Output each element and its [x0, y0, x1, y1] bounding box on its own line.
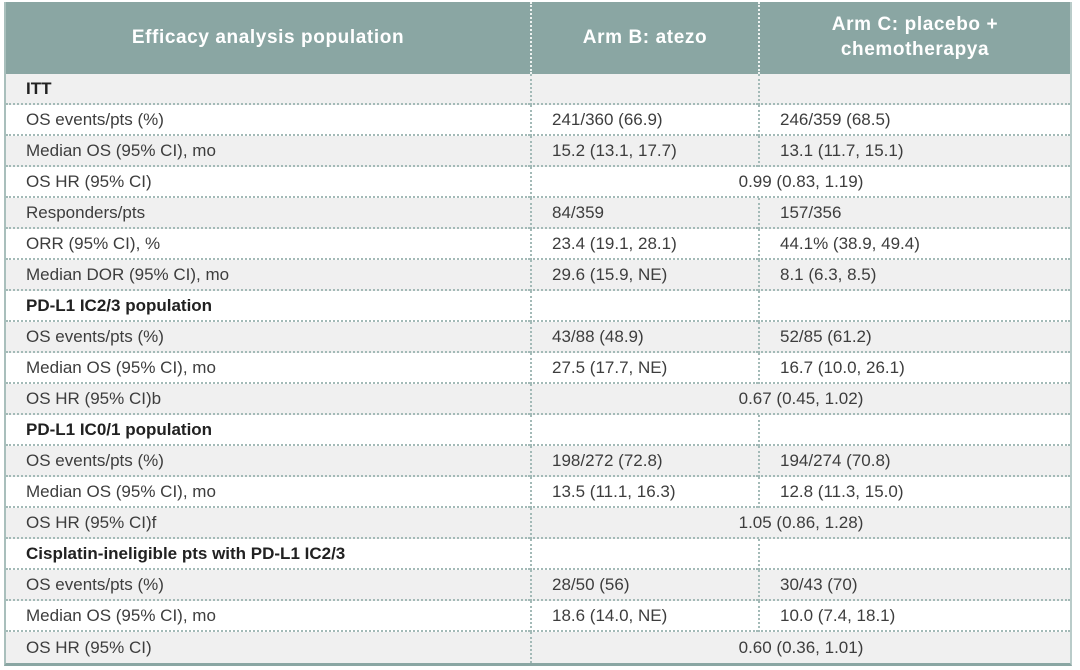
table-row: OS events/pts (%) 43/88 (48.9) 52/85 (61… [6, 322, 1070, 353]
section-empty-cell-arm-c [758, 539, 1070, 570]
row-label: OS events/pts (%) [6, 446, 530, 477]
row-label: OS HR (95% CI)b [6, 384, 530, 415]
row-label: Median OS (95% CI), mo [6, 353, 530, 384]
table-header: Efficacy analysis population Arm B: atez… [6, 2, 1070, 74]
section-empty-cell-arm-b [530, 291, 758, 322]
efficacy-table: Efficacy analysis population Arm B: atez… [6, 2, 1070, 663]
arm-c-value: 10.0 (7.4, 18.1) [758, 601, 1070, 632]
header-cell-population: Efficacy analysis population [6, 2, 530, 74]
section-label: Cisplatin-ineligible pts with PD-L1 IC2/… [6, 539, 530, 570]
header-cell-arm-b: Arm B: atezo [530, 2, 758, 74]
arm-c-value: 8.1 (6.3, 8.5) [758, 260, 1070, 291]
arm-b-value: 23.4 (19.1, 28.1) [530, 229, 758, 260]
merged-row: OS HR (95% CI) 0.60 (0.36, 1.01) [6, 632, 1070, 663]
row-label: Responders/pts [6, 198, 530, 229]
table-row: Responders/pts 84/359 157/356 [6, 198, 1070, 229]
header-row: Efficacy analysis population Arm B: atez… [6, 2, 1070, 74]
arm-c-value: 194/274 (70.8) [758, 446, 1070, 477]
table-row: Median DOR (95% CI), mo 29.6 (15.9, NE) … [6, 260, 1070, 291]
arm-b-value: 198/272 (72.8) [530, 446, 758, 477]
merged-hr-value: 0.60 (0.36, 1.01) [530, 632, 1070, 663]
arm-b-value: 28/50 (56) [530, 570, 758, 601]
section-empty-cell-arm-c [758, 415, 1070, 446]
header-cell-arm-c: Arm C: placebo + chemotherapya [758, 2, 1070, 74]
arm-b-value: 241/360 (66.9) [530, 105, 758, 136]
merged-row: OS HR (95% CI) 0.99 (0.83, 1.19) [6, 167, 1070, 198]
merged-row: OS HR (95% CI)b 0.67 (0.45, 1.02) [6, 384, 1070, 415]
merged-hr-value: 1.05 (0.86, 1.28) [530, 508, 1070, 539]
table-row: Median OS (95% CI), mo 18.6 (14.0, NE) 1… [6, 601, 1070, 632]
row-label: OS HR (95% CI)f [6, 508, 530, 539]
table-row: Median OS (95% CI), mo 13.5 (11.1, 16.3)… [6, 477, 1070, 508]
section-label: PD-L1 IC2/3 population [6, 291, 530, 322]
table-row: ORR (95% CI), % 23.4 (19.1, 28.1) 44.1% … [6, 229, 1070, 260]
arm-b-value: 84/359 [530, 198, 758, 229]
row-label: Median OS (95% CI), mo [6, 136, 530, 167]
section-row: Cisplatin-ineligible pts with PD-L1 IC2/… [6, 539, 1070, 570]
merged-row: OS HR (95% CI)f 1.05 (0.86, 1.28) [6, 508, 1070, 539]
section-empty-cell-arm-b [530, 415, 758, 446]
row-label: OS events/pts (%) [6, 570, 530, 601]
row-label: ORR (95% CI), % [6, 229, 530, 260]
arm-c-value: 52/85 (61.2) [758, 322, 1070, 353]
table-body: ITT OS events/pts (%) 241/360 (66.9) 246… [6, 74, 1070, 663]
table-row: Median OS (95% CI), mo 27.5 (17.7, NE) 1… [6, 353, 1070, 384]
section-row: ITT [6, 74, 1070, 105]
row-label: Median DOR (95% CI), mo [6, 260, 530, 291]
arm-c-value: 44.1% (38.9, 49.4) [758, 229, 1070, 260]
row-label: OS events/pts (%) [6, 322, 530, 353]
arm-b-value: 43/88 (48.9) [530, 322, 758, 353]
merged-hr-value: 0.67 (0.45, 1.02) [530, 384, 1070, 415]
section-empty-cell-arm-c [758, 74, 1070, 105]
arm-c-value: 16.7 (10.0, 26.1) [758, 353, 1070, 384]
merged-hr-value: 0.99 (0.83, 1.19) [530, 167, 1070, 198]
arm-c-value: 157/356 [758, 198, 1070, 229]
row-label: Median OS (95% CI), mo [6, 477, 530, 508]
row-label: Median OS (95% CI), mo [6, 601, 530, 632]
section-label: ITT [6, 74, 530, 105]
arm-c-value: 30/43 (70) [758, 570, 1070, 601]
section-label: PD-L1 IC0/1 population [6, 415, 530, 446]
section-row: PD-L1 IC0/1 population [6, 415, 1070, 446]
arm-b-value: 27.5 (17.7, NE) [530, 353, 758, 384]
arm-c-value: 13.1 (11.7, 15.1) [758, 136, 1070, 167]
arm-c-value: 12.8 (11.3, 15.0) [758, 477, 1070, 508]
table-row: OS events/pts (%) 28/50 (56) 30/43 (70) [6, 570, 1070, 601]
section-empty-cell-arm-b [530, 539, 758, 570]
arm-b-value: 18.6 (14.0, NE) [530, 601, 758, 632]
arm-c-value: 246/359 (68.5) [758, 105, 1070, 136]
row-label: OS events/pts (%) [6, 105, 530, 136]
table-row: OS events/pts (%) 241/360 (66.9) 246/359… [6, 105, 1070, 136]
arm-b-value: 15.2 (13.1, 17.7) [530, 136, 758, 167]
section-empty-cell-arm-c [758, 291, 1070, 322]
arm-b-value: 29.6 (15.9, NE) [530, 260, 758, 291]
row-label: OS HR (95% CI) [6, 167, 530, 198]
arm-b-value: 13.5 (11.1, 16.3) [530, 477, 758, 508]
section-empty-cell-arm-b [530, 74, 758, 105]
table-row: OS events/pts (%) 198/272 (72.8) 194/274… [6, 446, 1070, 477]
efficacy-table-frame: Efficacy analysis population Arm B: atez… [4, 2, 1072, 666]
section-row: PD-L1 IC2/3 population [6, 291, 1070, 322]
row-label: OS HR (95% CI) [6, 632, 530, 663]
table-row: Median OS (95% CI), mo 15.2 (13.1, 17.7)… [6, 136, 1070, 167]
